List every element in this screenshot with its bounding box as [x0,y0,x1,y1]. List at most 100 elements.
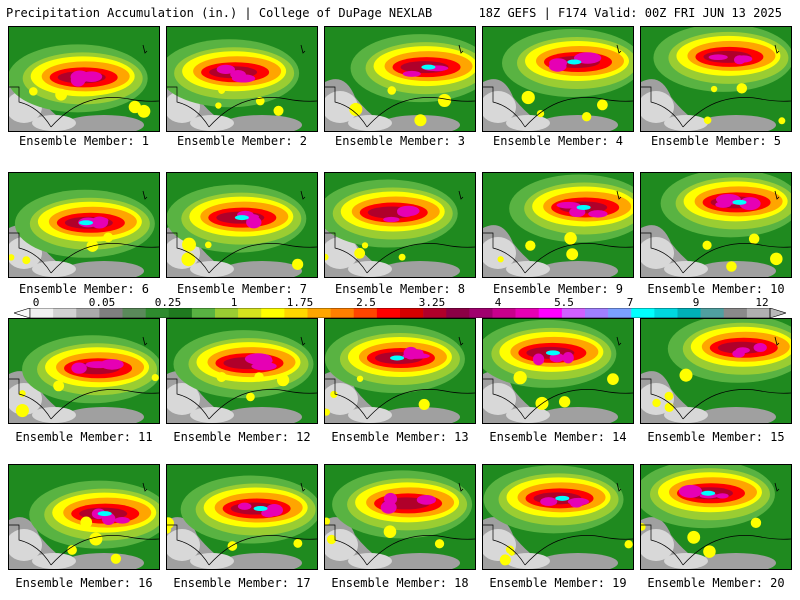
precip-map [9,44,159,131]
colorbar-swatch [376,308,401,318]
colorbar-swatch [53,308,77,318]
precip-map [325,325,475,423]
colorbar-swatch [723,308,748,318]
ensemble-panel [324,464,476,570]
colorbar-swatch [330,308,355,318]
member-caption: Ensemble Member: 5 [650,134,782,148]
colorbar-swatch [631,308,655,318]
ensemble-panel [8,172,160,278]
member-caption: Ensemble Member: 15 [647,430,785,444]
precip-map [483,465,633,569]
colorbar-tick-label: 0.05 [88,296,116,309]
ensemble-panel [166,26,318,132]
ensemble-panel [8,318,160,424]
precip-map [9,189,159,277]
member-caption: Ensemble Member: 4 [492,134,624,148]
member-caption: Ensemble Member: 9 [492,282,624,296]
precip-map [167,184,317,277]
colorbar-tick-label: 1.75 [286,296,314,309]
colorbar-swatch [515,308,540,318]
ensemble-panel [8,464,160,570]
precip-map [641,27,791,131]
colorbar-tick-label: 1 [230,296,238,309]
precip-map [641,173,791,277]
colorbar-swatch [538,308,563,318]
colorbar-swatch [122,308,146,318]
colorbar-swatch [400,308,424,318]
colorbar-tick-label: 12 [755,296,769,309]
ensemble-panel [324,26,476,132]
member-caption: Ensemble Member: 19 [489,576,627,590]
colorbar-tick-label: 9 [692,296,700,309]
ensemble-panel [166,172,318,278]
colorbar-tick-label: 3.25 [418,296,446,309]
ensemble-panel [482,318,634,424]
member-caption: Ensemble Member: 20 [647,576,785,590]
member-caption: Ensemble Member: 14 [489,430,627,444]
colorbar-swatch [99,308,123,318]
ensemble-panel [166,318,318,424]
colorbar-swatch [261,308,285,318]
ensemble-panel [640,464,792,570]
colorbar-swatch [469,308,493,318]
precip-map [641,465,791,569]
member-caption: Ensemble Member: 10 [647,282,785,296]
colorbar-swatch [492,308,516,318]
precip-map [483,29,633,131]
precip-map [325,470,475,569]
member-caption: Ensemble Member: 3 [334,134,466,148]
member-caption: Ensemble Member: 8 [334,282,466,296]
colorbar-swatch [608,308,632,318]
ensemble-panel [166,464,318,570]
member-caption: Ensemble Member: 2 [176,134,308,148]
ensemble-panel [640,26,792,132]
colorbar-swatch [30,308,54,318]
member-caption: Ensemble Member: 17 [173,576,311,590]
member-caption: Ensemble Member: 18 [331,576,469,590]
colorbar-tick-label: 5.5 [554,296,574,309]
colorbar-swatch [307,308,331,318]
member-caption: Ensemble Member: 1 [18,134,150,148]
colorbar-tick-label: 2.5 [356,296,376,309]
run-info: 18Z GEFS | F174 Valid: 00Z FRI JUN 13 20… [478,6,782,20]
member-caption: Ensemble Member: 16 [15,576,153,590]
colorbar-swatch [76,308,100,318]
colorbar-swatch [446,308,470,318]
ensemble-panel [482,26,634,132]
colorbar-swatch [238,308,262,318]
colorbar-tick-label: 4 [494,296,502,309]
member-caption: Ensemble Member: 13 [331,430,469,444]
precip-map [9,480,159,569]
colorbar-swatch [423,308,447,318]
colorbar-swatch [700,308,725,318]
colorbar-swatch [677,308,701,318]
precip-map [325,34,475,131]
colorbar-swatch [746,308,771,318]
colorbar-swatch [353,308,378,318]
member-caption: Ensemble Member: 12 [173,430,311,444]
colorbar-swatch [585,308,609,318]
colorbar-swatch [145,308,170,318]
precip-map [167,39,317,131]
precip-colorbar [14,308,786,318]
precip-map [483,174,633,277]
colorbar-tick-label: 7 [626,296,634,309]
precip-map [641,319,791,423]
colorbar-swatch [561,308,586,318]
colorbar-swatch [168,308,193,318]
ensemble-panel [482,464,634,570]
colorbar-swatch [215,308,239,318]
ensemble-panel [640,318,792,424]
precip-map [167,330,317,423]
colorbar-swatch [191,308,216,318]
ensemble-panel [8,26,160,132]
ensemble-panel [324,318,476,424]
precip-map [9,335,159,423]
colorbar-tick-label: 0 [32,296,40,309]
colorbar-swatch [284,308,308,318]
precip-map [167,475,317,569]
map-title: Precipitation Accumulation (in.) | Colle… [6,6,433,20]
colorbar-tick-label: 0.25 [154,296,182,309]
ensemble-panel [324,172,476,278]
precip-map [483,319,633,423]
